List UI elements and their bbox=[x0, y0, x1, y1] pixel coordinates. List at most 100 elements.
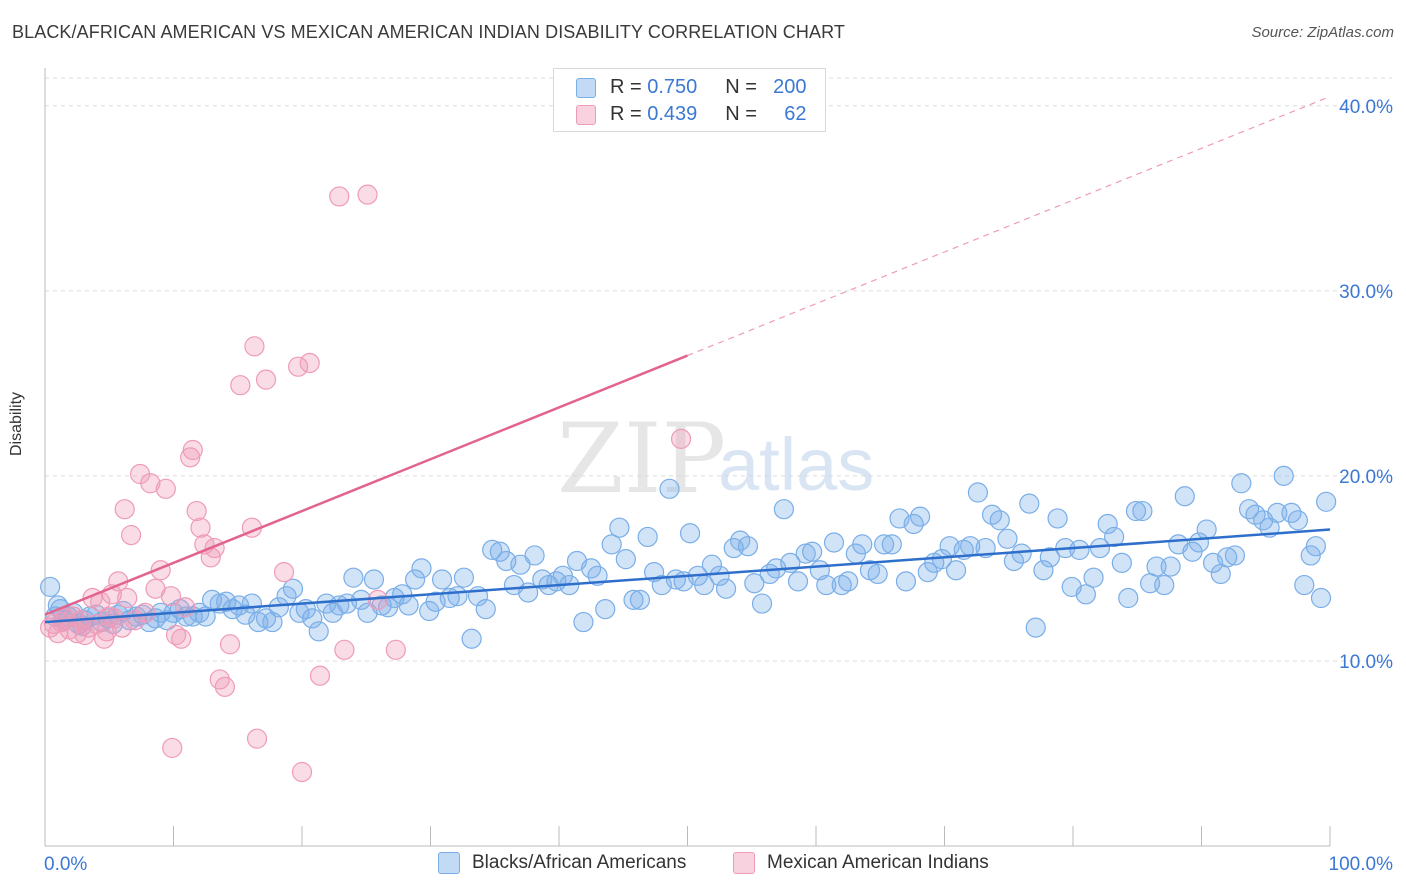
blacks-point bbox=[461, 628, 482, 649]
mexican-point bbox=[120, 524, 142, 546]
pink-swatch bbox=[733, 852, 755, 874]
blacks-point bbox=[679, 523, 701, 544]
n-label: N = bbox=[725, 103, 757, 125]
blacks-point bbox=[1294, 574, 1315, 596]
mexican-point bbox=[190, 517, 211, 538]
blacks-point bbox=[737, 536, 758, 557]
mexican-point bbox=[309, 665, 331, 686]
legend-row-mexican: R = 0.439 N = 62 bbox=[576, 101, 807, 127]
blacks-point bbox=[1089, 537, 1111, 559]
blacks-point bbox=[573, 611, 594, 633]
tick-labels: 10.0% 20.0% 30.0% 40.0% 0.0% 100.0% bbox=[44, 97, 1393, 875]
pink-swatch bbox=[576, 104, 596, 125]
mexican-point bbox=[291, 761, 313, 783]
blacks-point bbox=[609, 517, 630, 538]
blacks-point bbox=[282, 578, 304, 599]
watermark-atlas: atlas bbox=[718, 423, 874, 506]
mexican-trend-extension bbox=[687, 95, 1331, 357]
r-value: 0.750 bbox=[647, 76, 698, 98]
blacks-point bbox=[363, 569, 385, 590]
mexican-point bbox=[357, 184, 378, 205]
blacks-point bbox=[1231, 473, 1252, 494]
blacks-point bbox=[831, 574, 852, 596]
blacks-point bbox=[343, 567, 364, 588]
blacks-point bbox=[404, 569, 426, 590]
blacks-point bbox=[1025, 617, 1046, 638]
blacks-point bbox=[392, 584, 413, 605]
blacks-trend-line bbox=[44, 528, 1331, 624]
blacks-point bbox=[1273, 465, 1294, 486]
y-tick-label: 20.0% bbox=[1339, 467, 1393, 488]
mexican-point bbox=[111, 617, 133, 638]
blacks-point bbox=[1011, 543, 1032, 564]
mexican-point bbox=[162, 737, 183, 759]
blue-swatch bbox=[438, 852, 460, 874]
blacks-point bbox=[302, 608, 323, 629]
source-label: Source: ZipAtlas.com bbox=[1251, 24, 1394, 41]
mexican-points bbox=[40, 184, 692, 783]
blacks-point bbox=[482, 539, 503, 561]
blacks-point bbox=[1083, 567, 1104, 588]
blacks-point bbox=[587, 565, 608, 586]
blacks-point bbox=[709, 565, 730, 586]
blacks-point bbox=[1132, 500, 1153, 522]
blacks-point bbox=[659, 478, 680, 499]
r-label: R = bbox=[610, 103, 642, 125]
mexican-point bbox=[299, 352, 320, 374]
blacks-point bbox=[909, 506, 931, 527]
blacks-point bbox=[787, 571, 809, 592]
blacks-point bbox=[1154, 574, 1175, 596]
blacks-point bbox=[1104, 526, 1125, 548]
mexican-point bbox=[244, 336, 265, 357]
blacks-point bbox=[967, 482, 989, 503]
blacks-point bbox=[431, 569, 453, 590]
n-value: 200 bbox=[773, 76, 807, 98]
blacks-point bbox=[945, 560, 967, 581]
blacks-point bbox=[1039, 547, 1060, 568]
watermark-zip: ZIP bbox=[557, 403, 726, 515]
mexican-point bbox=[385, 639, 406, 660]
x-tick-label-max: 100.0% bbox=[1329, 854, 1394, 875]
blacks-point bbox=[881, 534, 902, 555]
trend-lines bbox=[44, 95, 1331, 624]
blacks-point bbox=[823, 532, 845, 553]
mexican-point bbox=[182, 439, 203, 461]
blacks-point bbox=[1069, 539, 1090, 561]
blacks-point bbox=[1160, 556, 1181, 577]
bottom-legend-blacks: Blacks/African Americans bbox=[438, 852, 686, 874]
blacks-point bbox=[637, 526, 658, 548]
mexican-point bbox=[174, 597, 196, 618]
r-label: R = bbox=[610, 76, 642, 98]
mexican-point bbox=[230, 375, 251, 396]
correlation-legend: R = 0.750 N = 200 R = 0.439 N = 62 bbox=[553, 68, 826, 132]
blue-swatch bbox=[576, 77, 596, 98]
blacks-point bbox=[816, 574, 837, 596]
blacks-point bbox=[665, 569, 687, 590]
x-tick-label-min: 0.0% bbox=[44, 854, 87, 875]
mexican-point bbox=[114, 499, 135, 520]
mexican-point bbox=[670, 428, 692, 449]
blacks-point bbox=[1125, 500, 1147, 522]
blacks-point bbox=[1224, 545, 1246, 566]
blacks-point bbox=[601, 534, 622, 555]
blacks-point bbox=[1287, 510, 1308, 531]
y-tick-label: 40.0% bbox=[1339, 97, 1393, 118]
mexican-point bbox=[160, 586, 182, 607]
blacks-point bbox=[623, 589, 644, 610]
blacks-point bbox=[40, 576, 61, 598]
blacks-point bbox=[1019, 493, 1040, 514]
blacks-point bbox=[1118, 587, 1139, 609]
blacks-point bbox=[1097, 513, 1118, 535]
blacks-point bbox=[1033, 560, 1054, 581]
blacks-point bbox=[241, 593, 262, 614]
blacks-point bbox=[453, 567, 475, 588]
mexican-point bbox=[288, 356, 309, 377]
blacks-point bbox=[235, 604, 256, 625]
blacks-point bbox=[1300, 545, 1321, 566]
blacks-point bbox=[773, 499, 794, 520]
blacks-point bbox=[867, 563, 888, 585]
mexican-point bbox=[367, 589, 388, 610]
legend-row-blacks: R = 0.750 N = 200 bbox=[576, 74, 807, 100]
blacks-point bbox=[715, 578, 737, 599]
